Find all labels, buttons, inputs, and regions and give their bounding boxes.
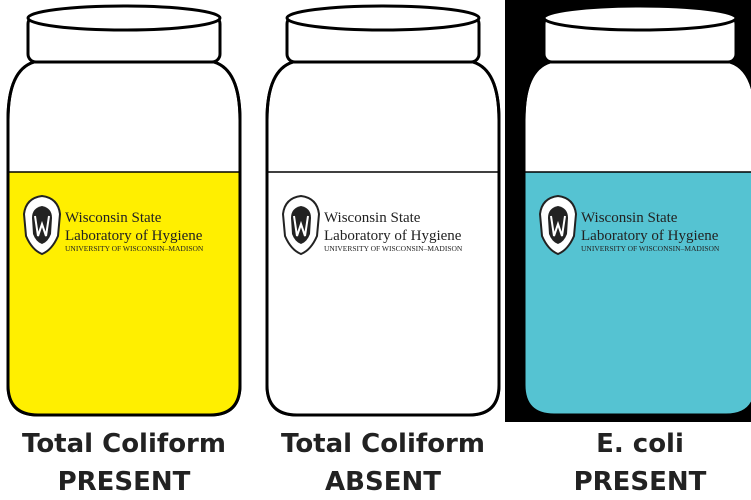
jar: Wisconsin State Laboratory of HygieneUNIV…	[8, 6, 240, 497]
lid-top	[287, 6, 479, 30]
caption: PRESENT	[58, 467, 191, 497]
caption: ABSENT	[325, 467, 441, 497]
logo-subline: UNIVERSITY OF WISCONSIN–MADISON	[65, 244, 204, 253]
logo-line: Laboratory of Hygiene	[581, 228, 719, 244]
logo-subline: UNIVERSITY OF WISCONSIN–MADISON	[324, 244, 463, 253]
logo-line: Laboratory of Hygiene	[324, 228, 462, 244]
logo-line: Wisconsin State	[324, 210, 421, 226]
scene: Wisconsin StateLaboratory of HygieneUNIV…	[0, 0, 751, 500]
lid-top	[544, 6, 736, 30]
logo-line: Wisconsin State	[65, 210, 162, 226]
caption: E. coli	[596, 429, 684, 459]
caption: Total Coliform	[281, 429, 485, 459]
lid-top	[28, 6, 220, 30]
logo-line: Wisconsin State	[581, 210, 678, 226]
jar: Wisconsin State Laboratory of HygieneUNIV…	[267, 6, 499, 497]
caption: Total Coliform	[22, 429, 226, 459]
jar: Wisconsin State Laboratory of HygieneUNIV…	[505, 0, 751, 497]
logo-line: Laboratory of Hygiene	[65, 228, 203, 244]
caption: PRESENT	[574, 467, 707, 497]
logo-subline: UNIVERSITY OF WISCONSIN–MADISON	[581, 244, 720, 253]
